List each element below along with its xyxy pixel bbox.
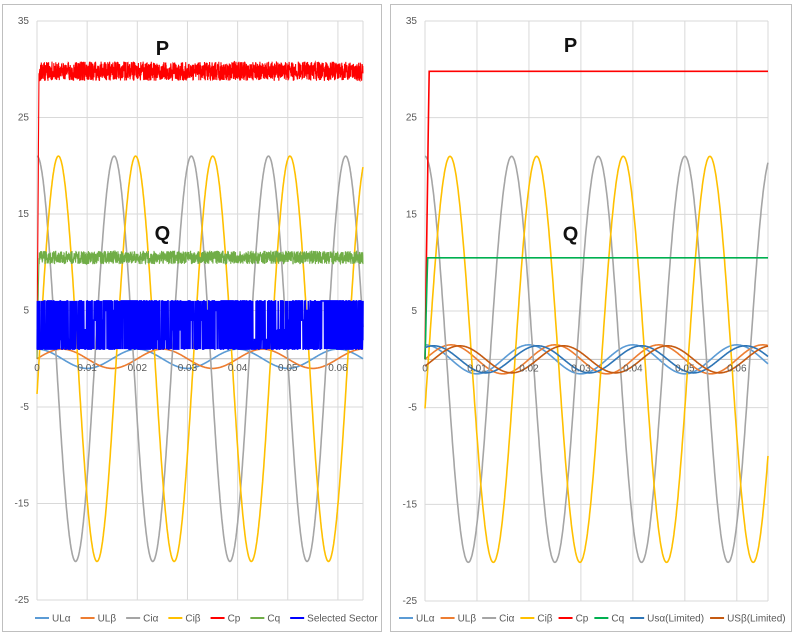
series-cp: [424, 70, 768, 360]
series-us-limited-: [424, 345, 769, 374]
x-tick-label: 0.05: [278, 363, 298, 374]
legend-label: Cq: [611, 614, 624, 625]
annotation-p: P: [156, 38, 169, 60]
y-tick-label: 25: [406, 113, 418, 124]
series-ci-: [424, 155, 769, 564]
y-tick-label: 5: [411, 306, 417, 317]
legend-label: Ciβ: [185, 614, 200, 625]
x-tick-label: 0: [34, 363, 40, 374]
x-tick-label: 0.03: [178, 363, 198, 374]
x-tick-label: 0.04: [228, 363, 248, 374]
legend: ULα ULβ Ciα Ciβ Cp Cq Selected Sector: [35, 614, 378, 625]
legend: ULα ULβ Ciα Ciβ Cp Cq Usα(Limited) USβ(Limited): [399, 614, 786, 625]
y-tick-label: -15: [403, 499, 418, 510]
chart-right: 35 25 15 5 -5 -15 -25 0 0.01 0.02 0.03 0.04 0.05 0.06…: [390, 4, 792, 632]
annotation-q: Q: [563, 223, 579, 245]
x-tick-label: 0.02: [128, 363, 148, 374]
legend-label: ULα: [416, 614, 435, 625]
y-tick-label: 35: [18, 16, 30, 27]
chart-right-svg: 35 25 15 5 -5 -15 -25 0 0.01 0.02 0.03 0.04 0.05 0.06…: [399, 16, 786, 625]
legend-label: Selected Sector: [307, 614, 378, 625]
y-tick-label: 5: [23, 306, 29, 317]
legend-label: Cq: [267, 614, 280, 625]
x-tick-label: 0.01: [77, 363, 97, 374]
x-tick-label: 0.06: [727, 363, 747, 374]
legend-label: USβ(Limited): [727, 614, 786, 625]
legend-label: Usα(Limited): [647, 614, 704, 625]
x-tick-label: 0.04: [623, 363, 643, 374]
series-us-limited-: [424, 345, 769, 374]
legend-label: Cp: [228, 614, 241, 625]
x-tick-label: 0.02: [519, 363, 539, 374]
legend-label: Cp: [576, 614, 589, 625]
series-cq: [36, 249, 364, 359]
legend-label: ULβ: [458, 614, 477, 625]
legend-label: ULα: [52, 614, 71, 625]
legend-label: Ciα: [499, 614, 514, 625]
y-tick-label: -25: [403, 596, 418, 607]
annotation-p: P: [564, 35, 577, 57]
annotation-q: Q: [155, 223, 171, 245]
series-cp: [36, 60, 364, 359]
y-tick-label: 15: [406, 209, 418, 220]
y-tick-label: 35: [406, 16, 418, 27]
y-tick-label: -5: [408, 403, 417, 414]
series-ci-: [424, 155, 769, 564]
y-tick-label: 25: [18, 113, 30, 124]
chart-left: 35 25 15 5 -5 -15 -25 0 0.01 0.02 0.03 0.04 0.05 0.06…: [2, 4, 382, 632]
legend-label: Ciβ: [537, 614, 552, 625]
x-tick-label: 0.06: [328, 363, 348, 374]
legend-label: ULβ: [98, 614, 117, 625]
series-cq: [424, 257, 768, 360]
series-ul-: [36, 348, 363, 370]
x-tick-label: 0: [422, 363, 428, 374]
legend-label: Ciα: [143, 614, 158, 625]
y-tick-label: -15: [15, 499, 30, 510]
x-tick-label: 0.01: [467, 363, 487, 374]
y-tick-label: -25: [15, 595, 30, 606]
series-ci-: [36, 155, 364, 563]
y-tick-label: -5: [20, 402, 29, 413]
chart-left-svg: 35 25 15 5 -5 -15 -25 0 0.01 0.02 0.03 0.04 0.05 0.06…: [15, 16, 379, 625]
series-selected-sector: [36, 300, 364, 350]
x-tick-label: 0.03: [571, 363, 591, 374]
y-tick-label: 15: [18, 209, 30, 220]
x-tick-label: 0.05: [675, 363, 695, 374]
